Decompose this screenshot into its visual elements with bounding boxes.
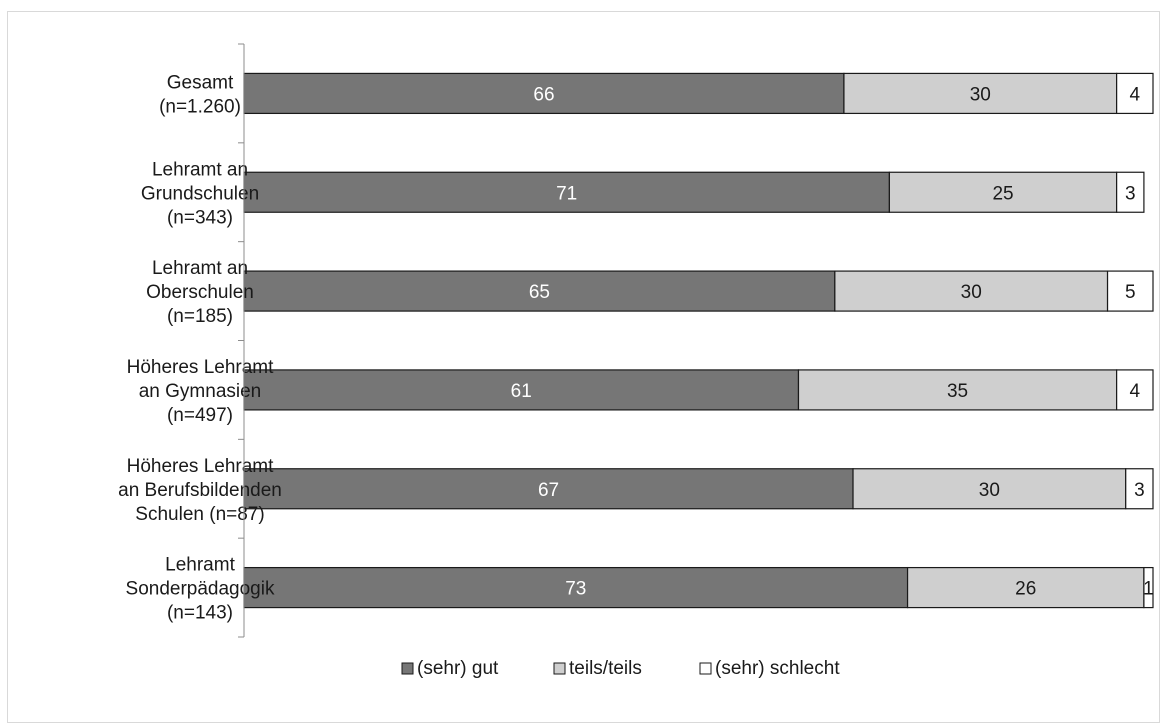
category-label: Schulen (n=87) [135,504,264,525]
data-label: 71 [556,183,577,204]
legend-label: teils/teils [569,658,642,679]
bar-segment [843,72,1118,115]
category-label: Gesamt [167,72,234,93]
data-label: 4 [1130,84,1141,105]
data-label: 30 [961,282,982,303]
legend-swatch [699,662,712,675]
data-label: 61 [511,381,532,402]
category-label: Lehramt an [152,159,248,180]
category-label: (n=143) [167,603,233,624]
bar-segment [797,369,1118,411]
data-label: 73 [565,579,586,600]
category-label: an Gymnasien [139,381,262,402]
data-label: 35 [947,381,968,402]
data-label: 30 [970,84,991,105]
category-label: Lehramt [165,555,235,576]
bar-segment [1125,468,1154,510]
data-label: 26 [1015,579,1036,600]
data-label: 3 [1125,183,1136,204]
legend-swatch [553,662,566,675]
category-label: Sonderpädagogik [126,579,275,600]
bar-segment [1116,72,1154,115]
legend-label: (sehr) gut [417,658,499,679]
legend-swatch [401,662,414,675]
bar-segment [243,171,890,213]
category-label: Oberschulen [146,282,254,303]
category-label: (n=1.260) [159,96,241,117]
category-label: (n=497) [167,405,233,426]
data-label: 1 [1143,579,1154,600]
data-label: 66 [533,84,554,105]
category-label: Lehramt an [152,258,248,279]
data-label: 30 [979,480,1000,501]
data-label: 3 [1134,480,1145,501]
data-label: 4 [1130,381,1141,402]
category-label: an Berufsbildenden [118,480,282,501]
bar-segment [243,72,845,115]
bar-segment [834,270,1109,312]
data-label: 5 [1125,282,1136,303]
bar-segment [1116,369,1154,411]
bar-segment [1106,270,1154,312]
category-label: (n=185) [167,306,233,327]
data-label: 65 [529,282,550,303]
data-label: 67 [538,480,559,501]
category-label: Grundschulen [141,183,259,204]
bar-segment [1116,171,1145,213]
legend-label: (sehr) schlecht [715,658,840,679]
bar-segment [888,171,1118,213]
category-label: Höheres Lehramt [127,456,275,477]
category-label: (n=343) [167,207,233,228]
bar-segment [906,566,1145,609]
bar-segment [243,468,854,510]
bar-segment [1143,566,1154,609]
category-label: Höheres Lehramt [127,357,275,378]
data-label: 25 [992,183,1013,204]
